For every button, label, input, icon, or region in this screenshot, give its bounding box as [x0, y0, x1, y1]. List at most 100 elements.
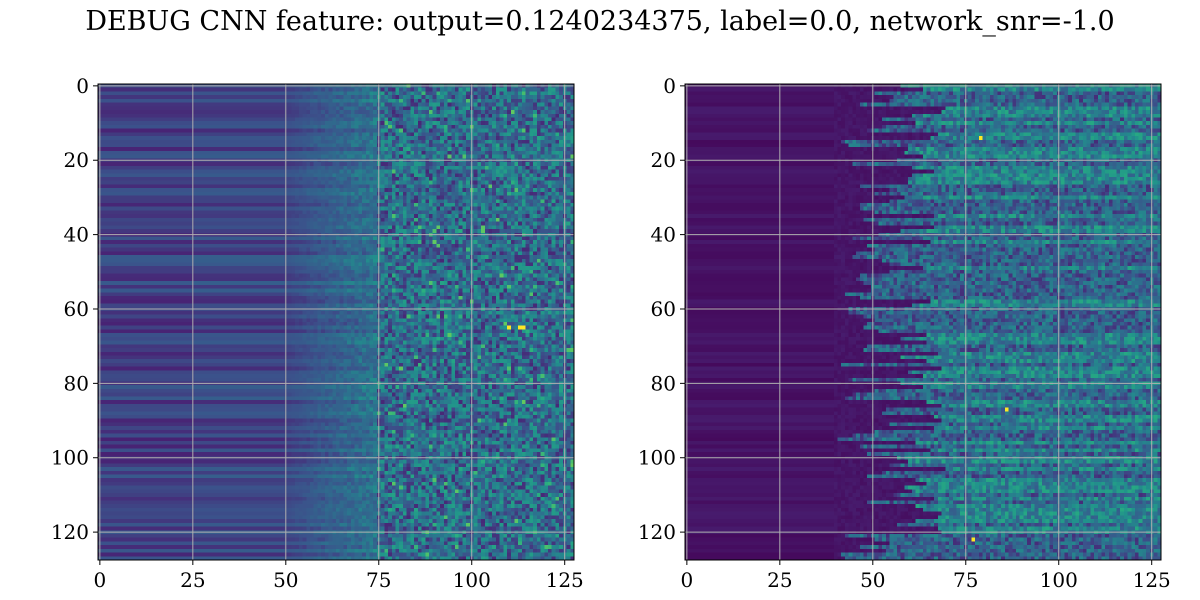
heatmap-cell — [425, 103, 429, 107]
heatmap-cell — [552, 103, 556, 107]
heatmap-cell — [362, 99, 366, 103]
heatmap-cell — [139, 103, 143, 107]
heatmap-cell — [158, 95, 162, 99]
heatmap-cell — [511, 91, 515, 95]
heatmap-cell — [410, 91, 414, 95]
heatmap-cell — [172, 106, 176, 110]
heatmap-cell — [228, 114, 232, 118]
heatmap-cell — [265, 88, 269, 92]
heatmap-cell — [507, 103, 511, 107]
heatmap-cell — [488, 91, 492, 95]
heatmap-cell — [128, 114, 132, 118]
heatmap-cell — [213, 95, 217, 99]
heatmap-cell — [358, 99, 362, 103]
heatmap-cell — [507, 88, 511, 92]
heatmap-cell — [102, 110, 106, 114]
heatmap-cell — [102, 95, 106, 99]
heatmap-cell — [154, 106, 158, 110]
heatmap-cell — [224, 114, 228, 118]
heatmap-cell — [146, 95, 150, 99]
heatmap-cell — [206, 110, 210, 114]
heatmap-cell — [477, 106, 481, 110]
heatmap-cell — [243, 117, 247, 121]
heatmap-cell — [462, 114, 466, 118]
heatmap-cell — [217, 99, 221, 103]
heatmap-cell — [124, 106, 128, 110]
heatmap-cell — [526, 106, 530, 110]
heatmap-cell — [526, 95, 530, 99]
heatmap-cell — [187, 106, 191, 110]
heatmap-cell — [247, 88, 251, 92]
heatmap-cell — [184, 91, 188, 95]
heatmap-cell — [329, 99, 333, 103]
heatmap-cell — [269, 114, 273, 118]
heatmap-cell — [314, 117, 318, 121]
heatmap-cell — [332, 117, 336, 121]
heatmap-cell — [448, 95, 452, 99]
heatmap-cell — [407, 99, 411, 103]
heatmap-cell — [422, 114, 426, 118]
heatmap-cell — [213, 117, 217, 121]
heatmap-cell — [228, 103, 232, 107]
heatmap-cell — [433, 114, 437, 118]
heatmap-cell — [280, 99, 284, 103]
heatmap-cell — [436, 88, 440, 92]
heatmap-cell — [169, 106, 173, 110]
heatmap-cell — [135, 88, 139, 92]
heatmap-cell — [396, 95, 400, 99]
heatmap-cell — [184, 106, 188, 110]
heatmap-cell — [466, 95, 470, 99]
heatmap-cell — [518, 110, 522, 114]
heatmap-cell — [277, 99, 281, 103]
heatmap-cell — [548, 110, 552, 114]
heatmap-cell — [131, 103, 135, 107]
heatmap-cell — [206, 88, 210, 92]
heatmap-cell — [444, 99, 448, 103]
heatmap-cell — [236, 95, 240, 99]
heatmap-cells — [98, 84, 574, 560]
heatmap-cell — [481, 99, 485, 103]
heatmap-cell — [262, 95, 266, 99]
heatmap-cell — [381, 95, 385, 99]
heatmap-cell — [500, 110, 504, 114]
heatmap-cell — [180, 99, 184, 103]
heatmap-cell — [165, 95, 169, 99]
heatmap-cell — [143, 117, 147, 121]
heatmap-cell — [555, 88, 559, 92]
heatmap-cell — [258, 95, 262, 99]
heatmap-cell — [503, 99, 507, 103]
heatmap-cell — [139, 117, 143, 121]
heatmap-cell — [295, 99, 299, 103]
heatmap-cell — [150, 88, 154, 92]
heatmap-cell — [399, 106, 403, 110]
heatmap-cell — [131, 117, 135, 121]
heatmap-cell — [459, 103, 463, 107]
heatmap-cell — [559, 88, 563, 92]
heatmap-cell — [396, 103, 400, 107]
heatmap-cell — [243, 106, 247, 110]
heatmap-cell — [158, 88, 162, 92]
heatmap-cell — [250, 117, 254, 121]
heatmap-cell — [310, 99, 314, 103]
heatmap-cell — [492, 110, 496, 114]
heatmap-cell — [206, 103, 210, 107]
heatmap-cell — [526, 91, 530, 95]
heatmap-cell — [206, 106, 210, 110]
heatmap-cell — [485, 110, 489, 114]
heatmap-cell — [172, 99, 176, 103]
heatmap-cell — [418, 91, 422, 95]
heatmap-cell — [306, 114, 310, 118]
heatmap-cell — [113, 103, 117, 107]
heatmap-cell — [436, 110, 440, 114]
heatmap-cell — [436, 95, 440, 99]
heatmap-cell — [362, 103, 366, 107]
heatmap-cell — [314, 95, 318, 99]
heatmap-cell — [410, 88, 414, 92]
heatmap-cell — [533, 91, 537, 95]
heatmap-cell — [507, 95, 511, 99]
heatmap-cell — [474, 110, 478, 114]
heatmap-cell — [221, 91, 225, 95]
heatmap-cell — [552, 99, 556, 103]
heatmap-cell — [254, 99, 258, 103]
heatmap-cell — [169, 99, 173, 103]
